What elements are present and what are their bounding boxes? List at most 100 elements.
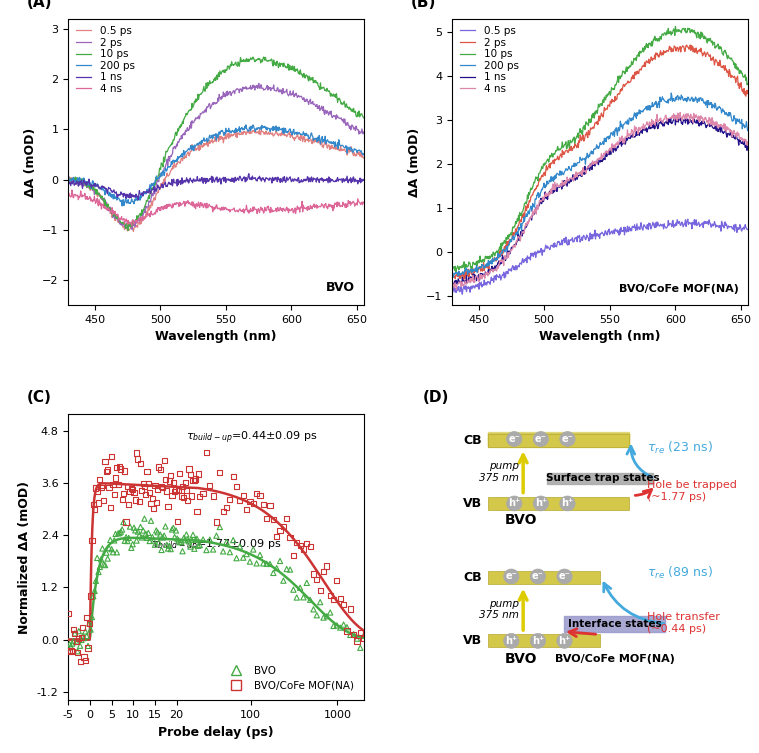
Text: h⁺: h⁺ bbox=[562, 498, 574, 508]
2 ps bbox=[460, 275, 469, 284]
Point bbox=[174, 536, 186, 548]
Point bbox=[200, 447, 213, 459]
Point bbox=[191, 532, 203, 544]
200 ps bbox=[624, 120, 633, 129]
0.5 ps bbox=[448, 289, 457, 298]
Point bbox=[179, 534, 191, 546]
Point bbox=[158, 454, 170, 466]
Point bbox=[154, 463, 166, 475]
Point bbox=[277, 575, 289, 587]
Point bbox=[288, 550, 300, 562]
4 ns bbox=[448, 279, 457, 288]
4 ns bbox=[64, 190, 73, 199]
10 ps bbox=[124, 226, 133, 235]
Text: CB: CB bbox=[463, 434, 482, 447]
4 ns bbox=[743, 141, 752, 150]
Point bbox=[134, 521, 146, 533]
0.5 ps bbox=[307, 139, 317, 148]
Legend: 0.5 ps, 2 ps, 10 ps, 200 ps, 1 ns, 4 ns: 0.5 ps, 2 ps, 10 ps, 200 ps, 1 ns, 4 ns bbox=[458, 24, 521, 96]
Point bbox=[96, 542, 109, 554]
Y-axis label: Normalized ΔA (mOD): Normalized ΔA (mOD) bbox=[18, 480, 31, 633]
Point bbox=[96, 480, 109, 492]
Point bbox=[254, 549, 266, 561]
Text: (C): (C) bbox=[27, 390, 52, 405]
10 ps bbox=[691, 28, 700, 37]
Point bbox=[237, 489, 249, 501]
0.5 ps bbox=[240, 127, 249, 136]
Point bbox=[214, 467, 226, 479]
Point bbox=[77, 630, 89, 642]
X-axis label: Probe delay (ps): Probe delay (ps) bbox=[158, 726, 274, 739]
10 ps bbox=[448, 265, 457, 274]
Point bbox=[152, 526, 164, 538]
Text: (A): (A) bbox=[27, 0, 52, 11]
Point bbox=[140, 528, 152, 540]
Point bbox=[80, 630, 93, 642]
4 ns bbox=[624, 130, 633, 139]
1 ns bbox=[224, 175, 233, 184]
Text: $\tau_{build-up}$=0.44±0.09 ps: $\tau_{build-up}$=0.44±0.09 ps bbox=[187, 429, 318, 446]
10 ps bbox=[353, 108, 362, 117]
Point bbox=[132, 453, 144, 465]
Point bbox=[124, 485, 136, 497]
1 ns bbox=[240, 173, 249, 182]
10 ps bbox=[206, 78, 216, 87]
Point bbox=[150, 496, 162, 508]
200 ps bbox=[64, 174, 73, 183]
200 ps bbox=[224, 123, 233, 133]
Point bbox=[147, 535, 159, 547]
Line: 2 ps: 2 ps bbox=[452, 45, 748, 279]
Text: Interface states: Interface states bbox=[568, 619, 662, 629]
Point bbox=[123, 532, 135, 544]
Point bbox=[62, 607, 74, 619]
Point bbox=[217, 545, 229, 557]
Point bbox=[165, 469, 177, 481]
Line: 200 ps: 200 ps bbox=[68, 125, 364, 206]
Point bbox=[194, 490, 206, 502]
Point bbox=[247, 544, 260, 556]
0.5 ps bbox=[737, 227, 746, 236]
200 ps bbox=[449, 273, 458, 282]
10 ps bbox=[224, 62, 233, 71]
Point bbox=[341, 625, 353, 637]
10 ps bbox=[205, 78, 214, 87]
Point bbox=[307, 603, 320, 615]
2 ps bbox=[588, 123, 597, 132]
200 ps bbox=[608, 131, 617, 140]
200 ps bbox=[240, 122, 249, 131]
Point bbox=[163, 475, 175, 487]
Point bbox=[203, 534, 216, 546]
Point bbox=[348, 629, 360, 641]
Text: VB: VB bbox=[463, 497, 482, 510]
10 ps bbox=[452, 268, 461, 277]
200 ps bbox=[737, 115, 746, 124]
Point bbox=[65, 645, 77, 657]
Point bbox=[145, 515, 157, 527]
Point bbox=[178, 492, 190, 504]
Point bbox=[244, 495, 256, 508]
Point bbox=[78, 632, 90, 644]
Point bbox=[106, 543, 118, 555]
Point bbox=[192, 468, 204, 480]
Point bbox=[121, 535, 134, 547]
Point bbox=[314, 596, 326, 608]
Point bbox=[142, 527, 154, 539]
Point bbox=[237, 552, 249, 564]
Point bbox=[75, 634, 87, 646]
1 ns bbox=[624, 133, 633, 142]
10 ps bbox=[64, 173, 73, 182]
Point bbox=[351, 635, 363, 647]
Text: e⁻: e⁻ bbox=[505, 572, 517, 581]
Point bbox=[284, 563, 296, 575]
4 ns bbox=[691, 113, 700, 122]
Point bbox=[348, 628, 360, 640]
Point bbox=[83, 617, 96, 630]
10 ps bbox=[307, 75, 317, 84]
Point bbox=[86, 611, 98, 623]
200 ps bbox=[118, 201, 127, 210]
4 ns bbox=[205, 201, 214, 210]
Point bbox=[118, 487, 130, 499]
Line: 0.5 ps: 0.5 ps bbox=[452, 219, 748, 294]
Point bbox=[200, 544, 213, 556]
Circle shape bbox=[504, 569, 519, 584]
